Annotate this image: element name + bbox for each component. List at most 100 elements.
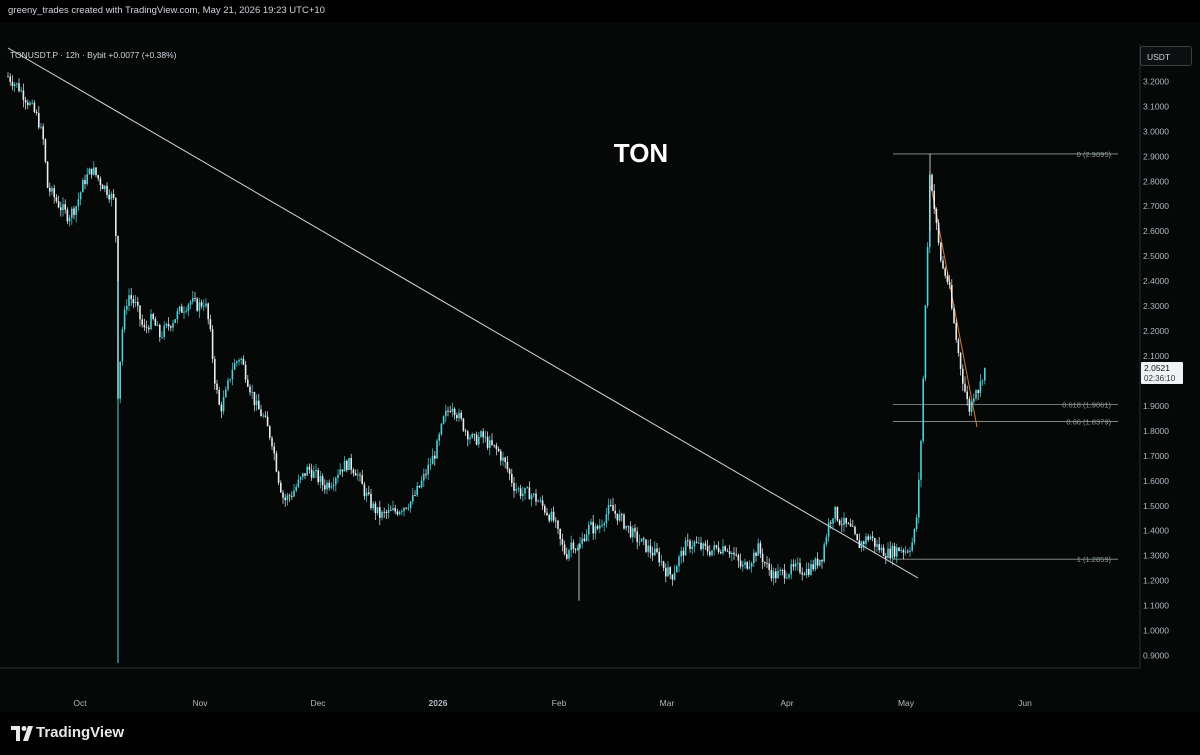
candle-body: [757, 543, 759, 556]
candle-body: [154, 318, 157, 326]
candle-body: [456, 415, 458, 419]
time-tick-label: 2026: [429, 698, 448, 708]
candle-body: [24, 100, 27, 103]
candle-body: [913, 528, 916, 543]
candle-body: [607, 505, 610, 515]
time-tick-label: Oct: [73, 698, 87, 708]
candle-body: [874, 537, 876, 547]
price-tick-label: 1.7000: [1143, 451, 1169, 461]
candle-body: [315, 469, 317, 472]
candle-body: [788, 574, 790, 578]
candle-body: [233, 362, 236, 370]
candle-body: [759, 543, 762, 554]
candle-body: [792, 564, 795, 567]
price-tick-label: 2.9000: [1143, 151, 1169, 161]
candle-body: [68, 217, 71, 222]
candle-body: [583, 538, 586, 541]
candle-body: [601, 525, 603, 527]
candle-body: [684, 540, 687, 556]
candle-body: [310, 469, 313, 478]
candle-body: [205, 303, 207, 307]
candle-body: [423, 473, 425, 481]
candle-body: [229, 379, 231, 381]
time-tick-label: Feb: [552, 698, 567, 708]
candle-body: [431, 455, 434, 465]
candle-body: [867, 536, 869, 540]
candle-body: [902, 550, 905, 553]
candle-body: [442, 416, 445, 424]
price-tick-label: 2.3000: [1143, 301, 1169, 311]
candle-body: [409, 501, 412, 509]
candle-body: [678, 556, 680, 567]
candle-body: [209, 319, 212, 330]
candle-body: [165, 323, 168, 326]
candle-body: [579, 543, 581, 549]
candle-body: [975, 390, 977, 399]
candle-body: [603, 523, 605, 526]
price-tick-label: 2.1000: [1143, 351, 1169, 361]
candle-body: [35, 112, 38, 114]
candle-body: [436, 440, 438, 459]
candle-body: [198, 302, 201, 311]
candle-body: [381, 511, 383, 518]
fib-level-label: 0.618 (1.9061): [1062, 400, 1111, 409]
candle-body: [614, 510, 616, 514]
candle-body: [390, 509, 392, 511]
price-tick-label: 1.2000: [1143, 576, 1169, 586]
candle-body: [827, 522, 830, 537]
candle-body: [112, 193, 115, 198]
candle-body: [660, 561, 663, 563]
candle-body: [900, 550, 902, 552]
candle-body: [418, 485, 421, 488]
candle-body: [581, 538, 583, 544]
candle-body: [605, 514, 608, 524]
candle-body: [280, 482, 282, 493]
candle-body: [97, 175, 99, 179]
candle-body: [359, 474, 361, 476]
candle-body: [482, 431, 484, 438]
candle-body: [313, 471, 315, 478]
candle-body: [695, 541, 698, 543]
candle-body: [731, 552, 733, 555]
symbol-legend[interactable]: TONUSDT.P · 12h · Bybit +0.0077 (+0.38%): [10, 50, 177, 60]
candle-body: [156, 325, 159, 326]
candle-body: [865, 536, 867, 544]
candle-body: [964, 383, 966, 392]
candle-body: [357, 474, 359, 476]
candle-body: [370, 493, 372, 508]
candle-body: [104, 185, 106, 190]
candle-body: [790, 564, 792, 575]
candle-body: [480, 431, 482, 437]
candle-body: [942, 260, 944, 269]
price-chart[interactable]: 3.2000 3.1000 3.0000 2.9000 2.8000 2.7000 2.60…: [0, 44, 1200, 712]
currency-button[interactable]: USDT: [1140, 46, 1192, 66]
candle-body: [249, 386, 251, 393]
snapshot-header: greeny_trades created with TradingView.c…: [0, 0, 1200, 22]
candle-body: [825, 536, 828, 545]
candle-body: [82, 180, 84, 193]
candle-body: [328, 482, 330, 488]
candle-body: [123, 309, 126, 330]
time-tick-label: Jun: [1018, 698, 1032, 708]
candle-body: [141, 319, 143, 325]
candle-body: [286, 495, 289, 501]
candle-body: [704, 543, 707, 546]
candle-body: [559, 528, 561, 540]
candle-body: [891, 545, 894, 559]
candle-body: [843, 517, 845, 526]
candle-body: [429, 464, 432, 466]
candle-body: [552, 511, 555, 521]
candle-body: [473, 433, 476, 435]
candle-body: [255, 400, 258, 406]
candle-body: [387, 509, 390, 513]
candle-body: [823, 544, 825, 562]
chart-annotation-text: TON: [614, 138, 668, 168]
candle-body: [343, 460, 346, 472]
candle-body: [750, 563, 753, 567]
candle-body: [550, 511, 553, 521]
candle-body: [728, 551, 731, 555]
candle-body: [27, 102, 29, 105]
candle-body: [951, 284, 953, 309]
candle-body: [621, 514, 623, 516]
